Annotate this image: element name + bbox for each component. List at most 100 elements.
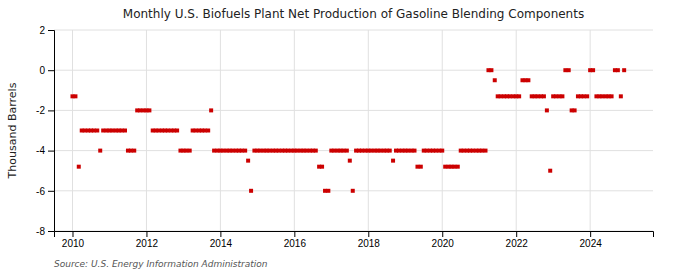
grid-line-x [294,30,295,231]
x-tick: 2012 [136,231,159,249]
x-tick-mark [590,231,591,237]
x-tick-mark [294,231,295,237]
x-tick-label: 2014 [210,238,233,249]
grid-line-x [146,30,147,231]
grid-line-x [590,30,591,231]
point [175,129,179,133]
point [206,129,210,133]
x-tick-label: 2024 [580,238,603,249]
y-tick-label: -4 [36,145,45,156]
x-tick-mark [368,231,369,237]
x-tick-mark [146,231,147,237]
grid-line-x [220,30,221,231]
y-tick: 0 [39,65,54,76]
y-tick-label: -6 [36,186,45,197]
y-axis-title: Thousand Barrels [6,82,19,179]
x-tick-label: 2020 [432,238,455,249]
y-tick-label: -2 [36,105,45,116]
y-axis: -8 -6 -4 -2 0 2 [36,25,54,237]
point [123,129,127,133]
point [526,78,530,82]
x-axis-line [55,232,654,238]
point [456,165,460,169]
point [440,149,444,153]
y-tick: -2 [36,105,54,116]
x-tick-mark [516,231,517,237]
x-tick-label: 2012 [136,238,159,249]
point [345,149,349,153]
y-tick-mark [48,231,54,232]
x-tick: 2022 [506,231,529,249]
point [246,159,250,163]
point [591,68,595,72]
y-tick: -8 [36,226,54,237]
y-tick-label: -8 [36,226,45,237]
y-tick-mark [48,30,54,31]
point [147,108,151,112]
y-tick-mark [48,70,54,71]
y-axis-line [48,31,55,232]
point [493,78,497,82]
point [73,94,77,98]
source: Source: U.S. Energy Information Administ… [54,259,268,269]
point [610,94,614,98]
point [542,94,546,98]
x-tick-label: 2010 [62,238,85,249]
grid-line-x [72,30,73,231]
point [209,108,213,112]
point [388,149,392,153]
point [413,149,417,153]
point [419,165,423,169]
point [320,165,324,169]
point [132,149,136,153]
point [348,159,352,163]
grid-line-y [54,70,653,71]
x-tick: 2018 [358,231,381,249]
y-tick-mark [48,110,54,111]
point [545,108,549,112]
title: Monthly U.S. Biofuels Plant Net Producti… [123,7,584,21]
grid-line-x [368,30,369,231]
x-tick-mark [442,231,443,237]
point [619,94,623,98]
point [573,108,577,112]
point [560,94,564,98]
point [489,68,493,72]
point [484,149,488,153]
point [351,189,355,193]
y-tick: -6 [36,186,54,197]
x-tick-mark [220,231,221,237]
grid-line-x [516,30,517,231]
grid-line-y [54,150,653,151]
x-tick: 2016 [284,231,307,249]
x-tick-label: 2022 [506,238,529,249]
grid [54,30,653,231]
point [616,68,620,72]
y-tick-mark [48,191,54,192]
point [243,149,247,153]
point [188,149,192,153]
point [517,94,521,98]
y-tick: -4 [36,145,54,156]
grid-line-x [442,30,443,231]
y-tick: 2 [39,25,54,36]
point [622,68,626,72]
point [95,129,99,133]
points [70,68,626,193]
x-axis: 2010 2012 2014 2016 2018 2020 2022 2024 [55,231,654,249]
x-tick: 2014 [210,231,233,249]
x-tick-mark [72,231,73,237]
x-tick: 2010 [62,231,85,249]
point [548,169,552,173]
x-tick: 2024 [580,231,603,249]
point [249,189,253,193]
point [314,149,318,153]
grid-line-y [54,30,653,31]
point [585,94,589,98]
point [391,159,395,163]
x-tick-label: 2016 [284,238,307,249]
y-tick-mark [48,151,54,152]
chart: 2010 2012 2014 2016 2018 2020 2022 2024 -8 -6 -4 -2… [0,0,675,275]
y-tick-label: 0 [39,65,45,76]
point [567,68,571,72]
